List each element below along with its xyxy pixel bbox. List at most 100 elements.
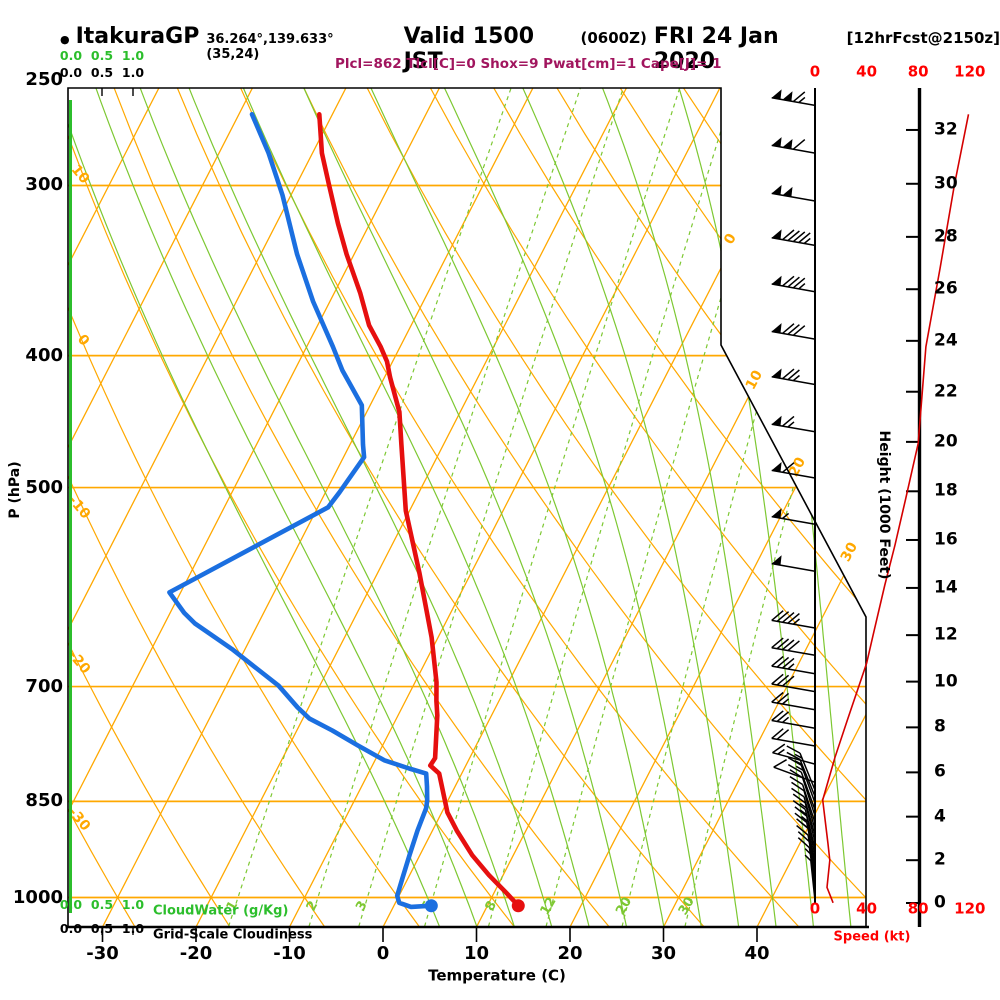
barb-pennant [771, 275, 782, 286]
stability-params-line: Plcl=862 Tlcl[C]=0 Shox=9 Pwat[cm]=1 Cap… [335, 56, 722, 72]
isotherm-lines [68, 88, 866, 927]
barb-pennant [782, 139, 793, 149]
wind-barb [791, 781, 816, 830]
speed-curve [821, 114, 970, 904]
isotherm-label: 0 [721, 231, 740, 247]
dry-adiabat-lines [68, 88, 866, 927]
wind-barb [771, 91, 816, 107]
speed-tick-label-top: 120 [954, 62, 986, 81]
height-axis-title: Height (1000 Feet) [876, 430, 892, 580]
wind-barb [789, 769, 816, 817]
wind-barb [771, 323, 816, 340]
pressure-tick-label: 850 [25, 790, 63, 812]
cloudwater-scale-value-bottom: 1.0 [121, 896, 145, 912]
wind-barb [771, 229, 816, 247]
isotherm-label: 30 [838, 540, 861, 565]
wind-barb [771, 691, 816, 711]
speed-tick-label-top: 80 [907, 62, 929, 81]
wind-barb [771, 415, 816, 433]
surface-dewpoint-dot [424, 899, 438, 913]
wind-barb [771, 368, 816, 386]
height-tick-label: 4 [934, 806, 946, 827]
height-tick-label: 18 [934, 480, 958, 501]
wind-barb [771, 462, 816, 479]
barb-pennant [771, 323, 782, 333]
wind-barb [771, 728, 816, 747]
temperature-tick-label: 40 [744, 943, 770, 964]
barb-pennant [771, 89, 782, 100]
wind-barb [771, 637, 816, 657]
cloudiness-scale-value-bottom: 0.0 [59, 920, 83, 936]
wind-barb [787, 763, 816, 810]
wind-barb [796, 818, 816, 868]
cloudiness-scale-value-bottom: 0.5 [90, 920, 114, 936]
moist-adiabat-lines [68, 88, 852, 927]
height-tick-label: 26 [934, 278, 958, 299]
height-tick-label: 20 [934, 431, 958, 452]
wind-barb [771, 562, 816, 573]
chart-title: ● ItakuraGP 36.264°,139.633° (35,24) Val… [60, 24, 1000, 74]
height-tick-label: 22 [934, 381, 958, 402]
plot-border [67, 87, 869, 942]
speed-tick-label-bottom: 80 [907, 899, 929, 918]
surface-temperature-dot [511, 899, 525, 913]
temperature-tick-label: -10 [273, 943, 306, 964]
wind-barb [771, 710, 816, 729]
barb-pennant [771, 508, 782, 519]
speed-tick-label-top: 0 [809, 62, 821, 81]
temperature-tick-label: 30 [650, 943, 677, 964]
wind-barb [771, 673, 816, 693]
height-tick-label: 24 [934, 330, 958, 351]
wind-barb [792, 793, 816, 842]
mixing-ratio-lines [228, 88, 866, 927]
speed-tick-label-bottom: 40 [856, 899, 878, 918]
cloudwater-scale-value-top: 0.5 [90, 47, 114, 63]
speed-tick-label-bottom: 0 [809, 899, 821, 918]
height-tick-label: 2 [934, 849, 946, 870]
station-bullet-icon: ● [60, 33, 70, 46]
wind-barbs [771, 89, 816, 901]
barb-pennant [771, 555, 782, 566]
wind-barb [771, 275, 816, 293]
barb-pennant [782, 186, 793, 197]
wind-barb [786, 745, 816, 791]
background-grid [68, 88, 866, 927]
temperature-tick-label: -30 [86, 943, 119, 964]
barb-pennant [771, 415, 782, 426]
speed-tick-label-bottom: 120 [954, 899, 986, 918]
height-tick-label: 30 [934, 173, 958, 194]
isotherm-label: 10 [743, 368, 766, 393]
station-name: ItakuraGP [75, 24, 200, 49]
height-tick-label: 28 [934, 226, 958, 247]
speed-axis-title: Speed (kt) [833, 929, 911, 945]
barb-pennant [771, 229, 782, 240]
pressure-tick-label: 500 [25, 476, 63, 498]
pressure-tick-label: 250 [25, 68, 63, 90]
cloudiness-scale-value-top: 0.5 [90, 64, 114, 80]
pressure-tick-label: 1000 [12, 886, 63, 908]
wind-barb [794, 806, 816, 856]
valid-date: FRI 24 Jan 2020 [653, 24, 779, 74]
temperature-curve [317, 112, 521, 908]
height-tick-label: 16 [934, 529, 958, 550]
wind-barb [771, 192, 816, 202]
speed-tick-label-top: 40 [856, 62, 878, 81]
cloudwater-scale-title: CloudWater (g/Kg) [153, 903, 289, 919]
cloudwater-scale-value-top: 0.0 [59, 47, 83, 63]
mixing-ratio-label: 3 [353, 899, 371, 914]
cloudiness-scale-value-bottom: 1.0 [121, 920, 145, 936]
cloudwater-scale-value-bottom: 0.0 [59, 896, 83, 912]
forecast-info: [12hrFcst@2150z] [846, 29, 1000, 47]
wind-barb [804, 854, 816, 901]
dewpoint-curve [167, 112, 434, 910]
valid-time: Valid 1500 JST [403, 24, 535, 74]
temperature-axis-title: Temperature (C) [428, 966, 566, 985]
height-tick-label: 0 [934, 892, 946, 913]
cloudiness-scale-title: Grid-Scale Cloudiness [153, 927, 313, 943]
barb-pennant [771, 185, 782, 195]
cloudiness-scale-value-top: 1.0 [121, 64, 145, 80]
height-tick-label: 6 [934, 761, 946, 782]
cloudwater-scale-value-top: 1.0 [121, 47, 145, 63]
height-tick-label: 12 [934, 624, 958, 645]
